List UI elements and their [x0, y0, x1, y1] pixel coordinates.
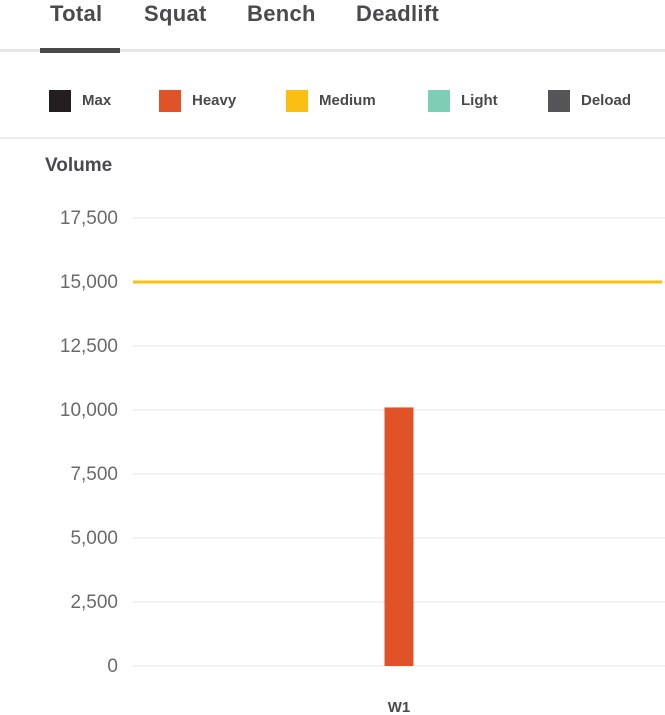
legend-label: Light	[461, 92, 498, 109]
legend-label: Deload	[581, 92, 632, 109]
bar-heavy-w1[interactable]	[384, 407, 414, 666]
y-tick-label: 0	[107, 656, 118, 677]
legend-swatch	[548, 90, 570, 112]
tab-deadlift[interactable]: Deadlift	[356, 1, 440, 26]
y-tick-label: 15,000	[60, 272, 118, 293]
legend-swatch	[428, 90, 450, 112]
legend-divider	[0, 137, 665, 139]
legend-label: Heavy	[192, 92, 237, 109]
y-axis-title: Volume	[45, 155, 113, 176]
legend-swatch	[159, 90, 181, 112]
tab-squat[interactable]: Squat	[144, 1, 207, 26]
y-tick-label: 17,500	[60, 208, 118, 229]
active-tab-indicator	[40, 48, 120, 53]
legend-swatch	[286, 90, 308, 112]
y-tick-label: 7,500	[70, 464, 118, 485]
chart-bars	[384, 407, 414, 666]
chart-legend: Max Heavy Medium Light Deload	[0, 54, 665, 138]
legend-swatch	[49, 90, 71, 112]
tab-total[interactable]: Total	[50, 1, 103, 26]
legend-label: Medium	[319, 92, 376, 109]
y-axis-ticks: 17,500 15,000 12,500 10,000 7,500 5,000 2,500 0	[60, 208, 118, 677]
tab-bar: Total Squat Bench Deadlift	[0, 0, 665, 54]
tab-bench[interactable]: Bench	[247, 1, 316, 26]
y-tick-label: 5,000	[70, 528, 118, 549]
y-tick-label: 10,000	[60, 400, 118, 421]
legend-label: Max	[82, 92, 112, 109]
x-axis-ticks: W1	[388, 699, 411, 715]
y-tick-label: 2,500	[70, 592, 118, 613]
tab-bar-divider	[0, 49, 665, 52]
y-tick-label: 12,500	[60, 336, 118, 357]
x-tick-label: W1	[388, 699, 411, 715]
